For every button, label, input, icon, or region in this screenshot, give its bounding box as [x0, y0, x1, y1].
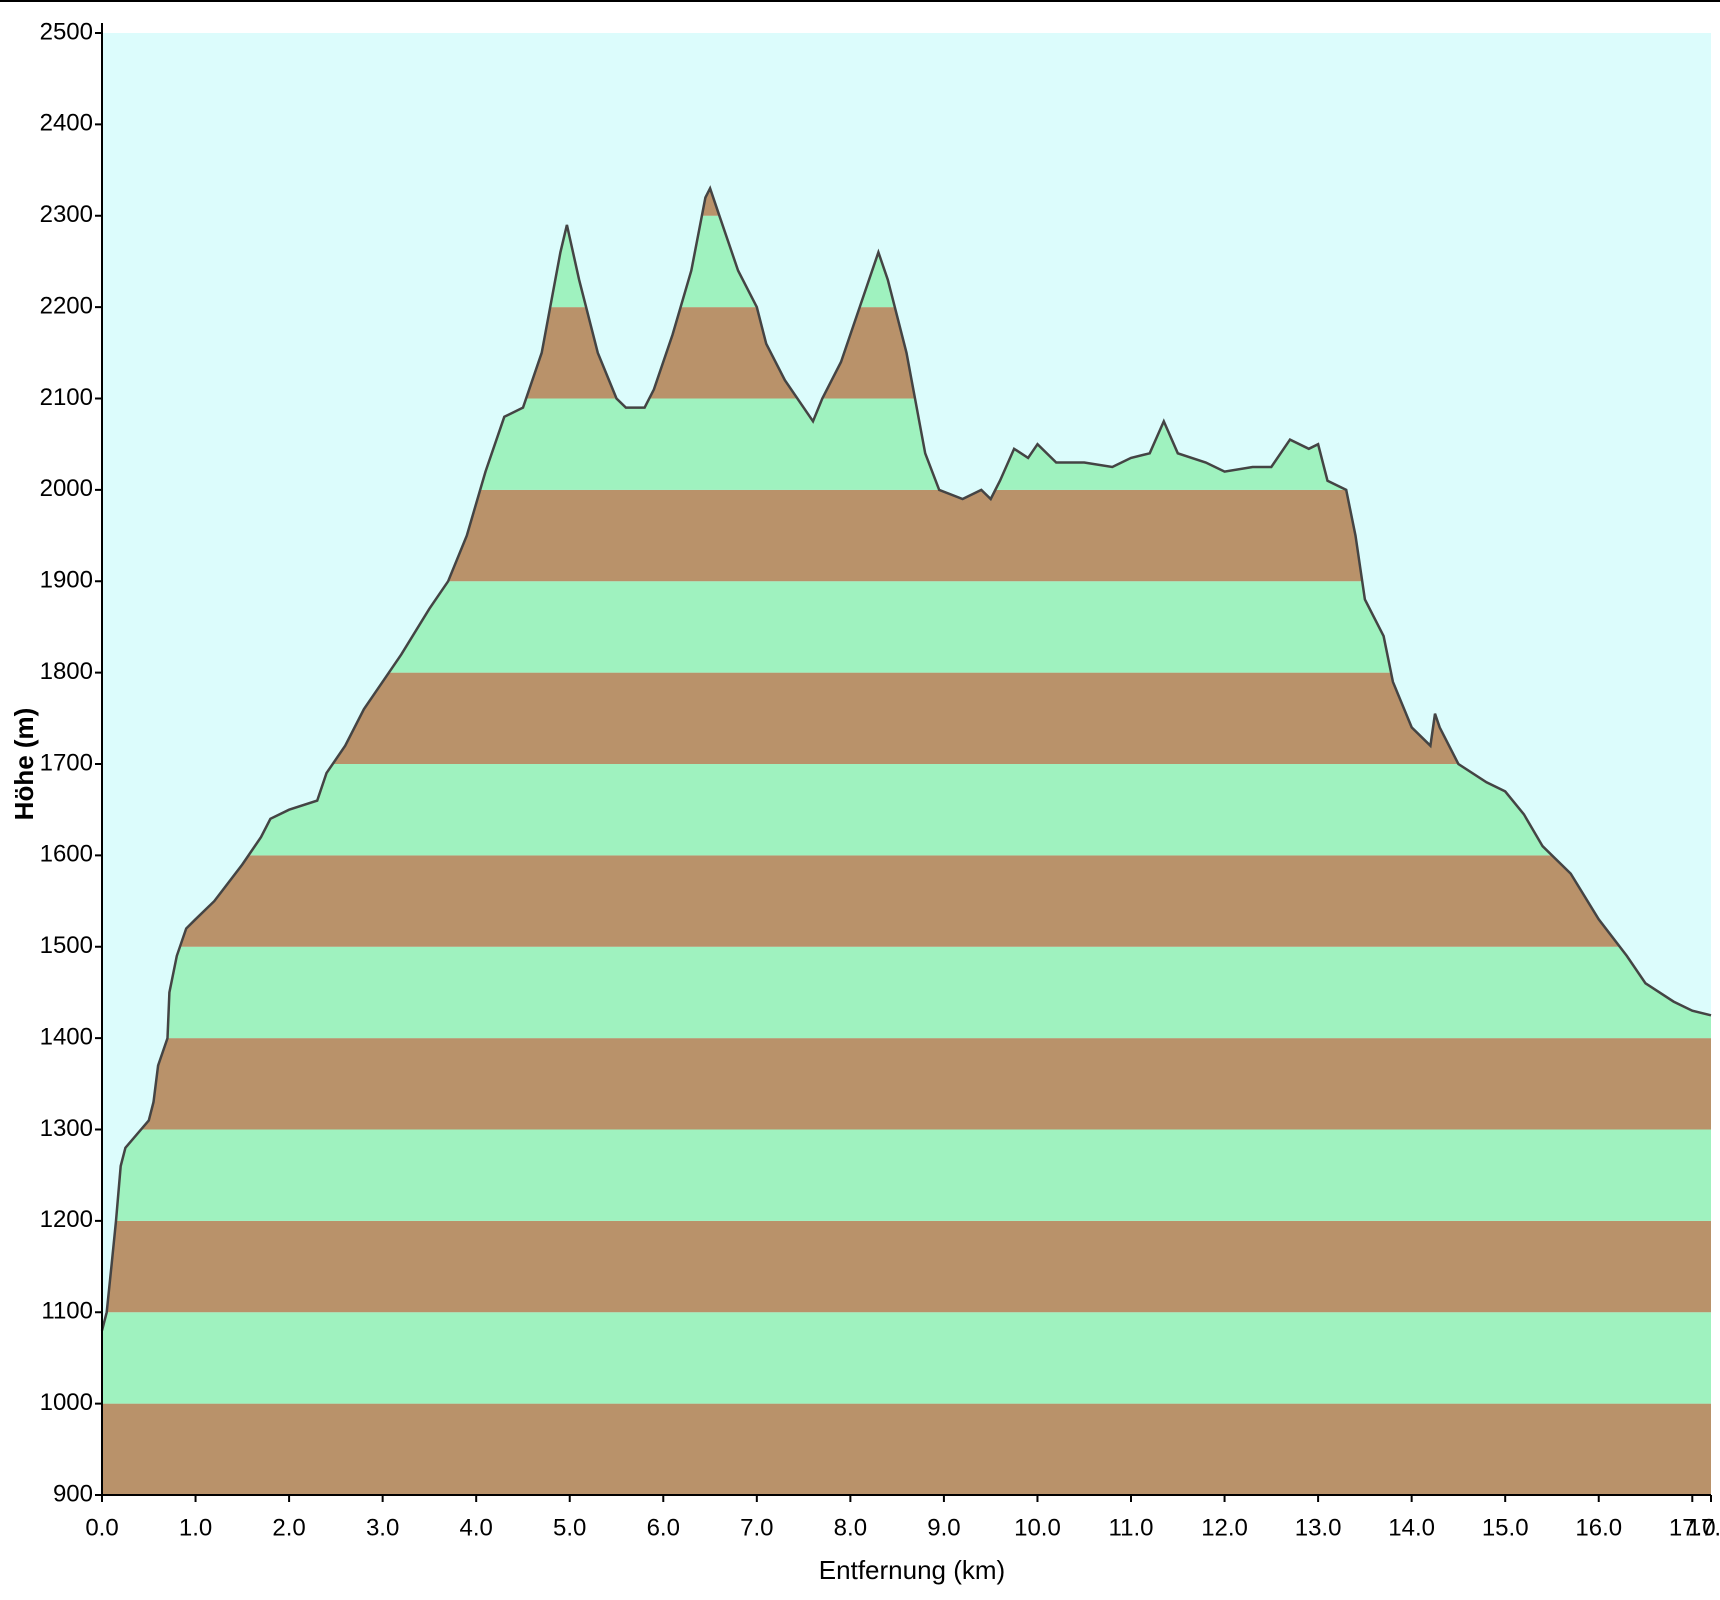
y-tick-label: 1300	[40, 1115, 93, 1142]
y-tick-label: 2500	[40, 18, 93, 45]
y-tick-label: 1900	[40, 567, 93, 594]
x-tick-label: 7.0	[740, 1514, 773, 1541]
x-tick-label: 9.0	[927, 1514, 960, 1541]
y-tick-label: 1000	[40, 1389, 93, 1416]
elevation-band	[102, 1220, 1711, 1313]
x-tick-label: 14.0	[1388, 1514, 1435, 1541]
x-tick-label: 13.0	[1295, 1514, 1342, 1541]
elevation-band	[102, 1129, 1711, 1221]
y-tick-label: 1700	[40, 749, 93, 776]
elevation-band	[102, 764, 1711, 856]
y-tick-label: 1800	[40, 658, 93, 685]
x-tick-label: 15.0	[1482, 1514, 1529, 1541]
x-tick-label: 8.0	[834, 1514, 867, 1541]
elevation-line	[100, 185, 1712, 1331]
x-tick-label: 11.0	[1109, 1514, 1154, 1541]
y-tick-label: 1500	[40, 932, 93, 959]
x-tick-label: 10.0	[1014, 1514, 1061, 1541]
y-tick-label: 1100	[41, 1298, 93, 1325]
x-tick-label: 5.0	[553, 1514, 586, 1541]
x-tick-label: 16.0	[1575, 1514, 1622, 1541]
x-tick-label: 2.0	[272, 1514, 305, 1541]
x-tick-label: 12.0	[1201, 1514, 1248, 1541]
x-tick-label: 3.0	[366, 1514, 399, 1541]
y-tick-label: 1200	[40, 1206, 93, 1233]
elevation-band	[102, 946, 1711, 1039]
y-tick-label: 900	[53, 1480, 93, 1507]
y-tick-label: 2400	[40, 110, 93, 137]
y-tick-label: 1400	[40, 1023, 93, 1050]
x-tick-label: 1.0	[179, 1514, 212, 1541]
elevation-band	[102, 1312, 1711, 1404]
x-tick-label: 17.2	[1688, 1514, 1720, 1541]
elevation-band	[102, 1038, 1711, 1130]
elevation-band	[102, 1403, 1711, 1495]
y-tick-label: 2000	[40, 475, 93, 502]
y-tick-label: 2200	[40, 292, 93, 319]
y-tick-label: 2300	[40, 201, 93, 228]
x-tick-label: 4.0	[459, 1514, 492, 1541]
y-axis-title: Höhe (m)	[9, 708, 39, 821]
x-tick-label: 17.0	[1669, 1514, 1716, 1541]
x-tick-label: 6.0	[647, 1514, 680, 1541]
x-tick-label: 0.0	[85, 1514, 118, 1541]
y-tick-label: 1600	[40, 841, 93, 868]
y-tick-label: 2100	[40, 384, 93, 411]
elevation-band	[102, 855, 1711, 947]
x-axis-title: Entfernung (km)	[819, 1555, 1005, 1585]
